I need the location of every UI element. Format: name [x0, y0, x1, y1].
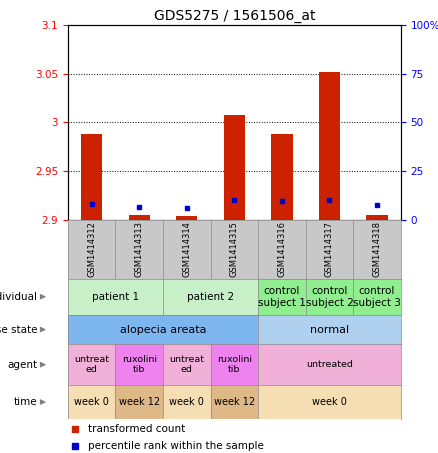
Text: GSM1414315: GSM1414315: [230, 221, 239, 277]
Text: week 0: week 0: [170, 397, 204, 407]
Text: week 12: week 12: [119, 397, 160, 407]
Text: week 12: week 12: [214, 397, 255, 407]
Text: alopecia areata: alopecia areata: [120, 324, 206, 335]
Text: week 0: week 0: [312, 397, 347, 407]
Text: control
subject 3: control subject 3: [353, 286, 401, 308]
Text: GSM1414314: GSM1414314: [182, 221, 191, 277]
Text: GSM1414312: GSM1414312: [87, 221, 96, 277]
Text: percentile rank within the sample: percentile rank within the sample: [88, 440, 264, 451]
Text: individual: individual: [0, 292, 37, 302]
Text: GSM1414313: GSM1414313: [135, 221, 144, 277]
Text: untreat
ed: untreat ed: [169, 355, 204, 374]
Bar: [319, 72, 340, 220]
Text: control
subject 2: control subject 2: [305, 286, 353, 308]
Bar: [128, 215, 150, 220]
Text: GSM1414318: GSM1414318: [372, 221, 381, 277]
Text: ruxolini
tib: ruxolini tib: [217, 355, 252, 374]
Bar: [366, 215, 388, 220]
Text: week 0: week 0: [74, 397, 109, 407]
Bar: [176, 216, 198, 220]
Text: agent: agent: [7, 360, 37, 370]
Text: untreat
ed: untreat ed: [74, 355, 109, 374]
Title: GDS5275 / 1561506_at: GDS5275 / 1561506_at: [154, 9, 315, 23]
Bar: [81, 134, 102, 220]
Text: transformed count: transformed count: [88, 424, 185, 434]
Text: untreated: untreated: [306, 360, 353, 369]
Text: ruxolini
tib: ruxolini tib: [122, 355, 157, 374]
Text: control
subject 1: control subject 1: [258, 286, 306, 308]
Bar: [224, 115, 245, 220]
Text: time: time: [14, 397, 37, 407]
Text: disease state: disease state: [0, 324, 37, 335]
Text: GSM1414317: GSM1414317: [325, 221, 334, 277]
Text: patient 2: patient 2: [187, 292, 234, 302]
Text: normal: normal: [310, 324, 349, 335]
Text: patient 1: patient 1: [92, 292, 139, 302]
Text: GSM1414316: GSM1414316: [277, 221, 286, 277]
Bar: [271, 134, 293, 220]
